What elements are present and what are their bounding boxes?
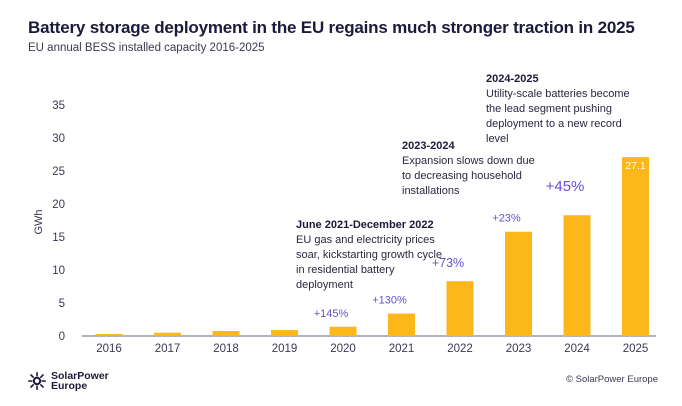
growth-label-2023: +23% <box>492 213 521 225</box>
annotation-line: deployment to a new record <box>486 118 622 130</box>
y-axis-label: GWh <box>33 209 45 234</box>
annotation-line: deployment <box>296 279 353 291</box>
x-tick-label: 2024 <box>564 343 590 355</box>
bar-2019 <box>271 330 298 336</box>
growth-label-2020: +145% <box>314 308 349 320</box>
x-tick-label: 2017 <box>155 343 181 355</box>
y-tick-label: 30 <box>52 133 65 145</box>
y-tick-label: 25 <box>52 166 65 178</box>
annotation-2021-2022: June 2021-December 2022 EU gas and elect… <box>296 218 442 293</box>
bar-2018 <box>212 331 240 336</box>
annotation-heading: 2024-2025 <box>486 73 539 85</box>
growth-labels: +145% +130% +73% +23% +45% <box>314 178 585 320</box>
y-tick-label: 5 <box>59 298 65 310</box>
copyright-notice: © SolarPower Europe <box>565 374 658 385</box>
annotation-2024-2025: 2024-2025 Utility-scale batteries become… <box>486 72 630 147</box>
bar-2021 <box>388 313 415 336</box>
bar-2023 <box>505 231 532 336</box>
bar-2017 <box>154 332 181 336</box>
y-tick-label: 35 <box>52 100 65 112</box>
bars <box>95 157 649 336</box>
y-tick-label: 15 <box>52 232 65 244</box>
chart-subtitle: EU annual BESS installed capacity 2016-2… <box>28 42 265 54</box>
sun-icon <box>28 372 46 390</box>
x-tick-label: 2023 <box>506 343 532 355</box>
annotation-heading: June 2021-December 2022 <box>296 219 434 231</box>
annotation-line: EU gas and electricity prices <box>296 234 435 246</box>
y-tick-label: 0 <box>59 331 65 343</box>
bar-2020 <box>329 326 357 336</box>
chart-title: Battery storage deployment in the EU reg… <box>28 18 635 37</box>
solarpower-europe-logo: SolarPower Europe <box>28 371 109 391</box>
annotation-line: to decreasing household <box>402 170 522 182</box>
logo-line-2: Europe <box>51 380 88 392</box>
bar-2022 <box>446 281 474 336</box>
annotation-line: Utility-scale batteries become <box>486 88 630 100</box>
x-tick-label: 2025 <box>623 343 649 355</box>
x-tick-label: 2022 <box>447 343 473 355</box>
annotation-line: soar, kickstarting growth cycle <box>296 249 443 261</box>
bar-2025 <box>622 157 649 336</box>
x-axis-ticks: 2016 2017 2018 2019 2020 2021 2022 2023 2024 2025 <box>96 343 648 355</box>
growth-label-2022: +73% <box>432 256 464 270</box>
bar-2024 <box>563 215 591 336</box>
annotation-line: the lead segment pushing <box>486 103 612 115</box>
x-tick-label: 2018 <box>213 343 239 355</box>
annotation-line: installations <box>402 185 460 197</box>
x-tick-label: 2021 <box>389 343 415 355</box>
y-axis-ticks: 0 5 10 15 20 25 30 35 <box>52 100 65 343</box>
annotation-heading: 2023-2024 <box>402 140 455 152</box>
annotation-line: level <box>486 133 509 145</box>
value-labels: 27.1 <box>625 160 646 172</box>
y-tick-label: 10 <box>52 265 65 277</box>
value-label-2025: 27.1 <box>625 160 646 172</box>
annotation-line: Expansion slows down due <box>402 155 535 167</box>
annotation-2023-2024: 2023-2024 Expansion slows down due to de… <box>402 139 535 199</box>
x-tick-label: 2020 <box>330 343 356 355</box>
growth-label-2021: +130% <box>372 295 407 307</box>
annotation-line: in residential battery <box>296 264 395 276</box>
x-tick-label: 2019 <box>272 343 298 355</box>
growth-label-2024: +45% <box>546 178 585 195</box>
logo-line-1: SolarPower <box>51 370 109 382</box>
x-tick-label: 2016 <box>96 343 122 355</box>
bar-2016 <box>95 334 123 336</box>
y-tick-label: 20 <box>52 199 65 211</box>
